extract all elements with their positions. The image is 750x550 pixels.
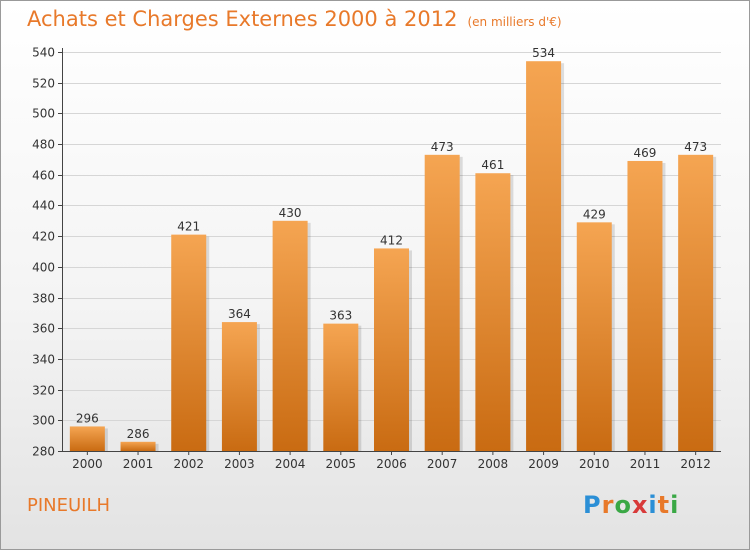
bar-value-label: 534 bbox=[532, 46, 555, 60]
x-tick-label: 2010 bbox=[579, 457, 610, 471]
y-tick-label: 320 bbox=[32, 384, 55, 398]
logo-letter: r bbox=[601, 491, 615, 519]
bar-value-label: 473 bbox=[684, 140, 707, 154]
bar-value-label: 286 bbox=[127, 427, 150, 441]
x-tick-label: 2001 bbox=[123, 457, 154, 471]
logo-letter: P bbox=[583, 491, 602, 519]
bar bbox=[475, 173, 511, 451]
x-tick-label: 2009 bbox=[528, 457, 559, 471]
bar bbox=[678, 154, 714, 452]
bar-value-label: 461 bbox=[481, 158, 504, 172]
x-tick-label: 2008 bbox=[478, 457, 509, 471]
bar-value-label: 363 bbox=[329, 309, 352, 323]
y-tick-label: 340 bbox=[32, 353, 55, 367]
bar bbox=[424, 154, 460, 452]
y-tick-label: 280 bbox=[32, 445, 55, 459]
y-tick-label: 500 bbox=[32, 107, 55, 121]
proxiti-logo: Proxiti bbox=[583, 491, 679, 519]
bar bbox=[221, 322, 257, 451]
y-tick-label: 540 bbox=[32, 46, 55, 60]
bar bbox=[272, 220, 308, 451]
bar-value-label: 429 bbox=[583, 207, 606, 221]
y-tick-label: 480 bbox=[32, 138, 55, 152]
y-tick-label: 380 bbox=[32, 292, 55, 306]
bar bbox=[627, 160, 663, 451]
x-tick-label: 2004 bbox=[275, 457, 306, 471]
bar-layer bbox=[69, 61, 717, 452]
logo-letter: o bbox=[614, 491, 632, 519]
bar bbox=[526, 61, 562, 451]
bar-value-label: 469 bbox=[634, 146, 657, 160]
y-tick-label: 400 bbox=[32, 261, 55, 275]
bar-value-label: 296 bbox=[76, 411, 99, 425]
bar bbox=[576, 222, 612, 451]
bar-value-label: 412 bbox=[380, 233, 403, 247]
x-tick-label: 2003 bbox=[224, 457, 255, 471]
chart-title: Achats et Charges Externes 2000 à 2012 bbox=[27, 7, 458, 31]
y-tick-label: 420 bbox=[32, 230, 55, 244]
x-tick-label: 2012 bbox=[680, 457, 711, 471]
axis-layer: 280 300 320 340 360 380 400 420 440 460 480 500 520 5… bbox=[32, 46, 721, 471]
y-tick-label: 440 bbox=[32, 199, 55, 213]
x-tick-label: 2005 bbox=[326, 457, 357, 471]
logo-letter: t bbox=[657, 491, 671, 519]
commune-name: PINEUILH bbox=[27, 495, 111, 516]
bar bbox=[69, 426, 105, 451]
x-tick-label: 2002 bbox=[173, 457, 204, 471]
y-tick-label: 300 bbox=[32, 414, 55, 428]
x-tick-label: 2011 bbox=[630, 457, 661, 471]
y-tick-label: 520 bbox=[32, 77, 55, 91]
y-tick-label: 460 bbox=[32, 169, 55, 183]
label-layer: 296 286 421 364 430 363 412 473 461 534 429 469 473 bbox=[76, 46, 707, 441]
logo-letter: x bbox=[631, 491, 649, 519]
logo-letter: i bbox=[648, 491, 658, 519]
x-tick-label: 2007 bbox=[427, 457, 458, 471]
chart-title-block: Achats et Charges Externes 2000 à 2012 (e… bbox=[27, 7, 562, 31]
x-tick-label: 2006 bbox=[376, 457, 407, 471]
logo-letter: i bbox=[670, 491, 680, 519]
bar-value-label: 473 bbox=[431, 140, 454, 154]
x-tick-label: 2000 bbox=[72, 457, 103, 471]
y-tick-label: 360 bbox=[32, 322, 55, 336]
bar-value-label: 421 bbox=[177, 220, 200, 234]
bar bbox=[374, 248, 409, 451]
bar-value-label: 430 bbox=[279, 206, 302, 220]
bar bbox=[323, 323, 359, 451]
bar bbox=[171, 234, 207, 451]
bar-value-label: 364 bbox=[228, 307, 251, 321]
chart-subtitle: (en milliers d'€) bbox=[467, 15, 562, 29]
bar bbox=[120, 441, 156, 451]
